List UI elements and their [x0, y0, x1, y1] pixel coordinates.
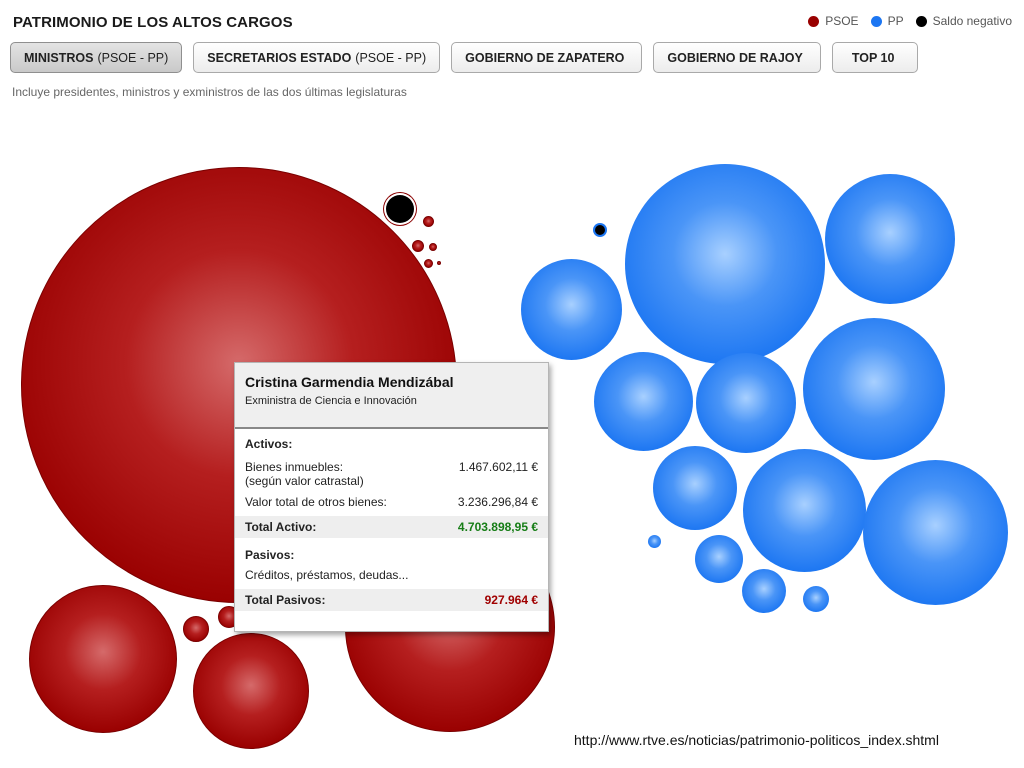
- legend-item-psoe: PSOE: [808, 14, 859, 28]
- bienes-row: Bienes inmuebles: (según valor catrastal…: [245, 460, 538, 488]
- psoe-bubble[interactable]: [437, 261, 441, 265]
- legend: PSOE PP Saldo negativo: [796, 14, 1012, 28]
- otros-row: Valor total de otros bienes: 3.236.296,8…: [245, 495, 538, 509]
- total-pasivos-row: Total Pasivos: 927.964 €: [235, 589, 548, 611]
- legend-item-negative: Saldo negativo: [915, 14, 1012, 28]
- psoe-bubble[interactable]: [423, 216, 434, 227]
- pp-bubble[interactable]: [863, 460, 1008, 605]
- person-tooltip: Cristina Garmendia Mendizábal Exministra…: [234, 362, 549, 632]
- creditos-row: Créditos, préstamos, deudas...: [245, 568, 538, 582]
- pp-bubble[interactable]: [803, 318, 945, 460]
- filter-tabs: MINISTROS (PSOE - PP) SECRETARIOS ESTADO(…: [10, 42, 929, 73]
- source-url: http://www.rtve.es/noticias/patrimonio-p…: [574, 732, 939, 748]
- tab-zapatero-label: GOBIERNO DE ZAPATERO: [465, 50, 625, 65]
- tab-gobierno-rajoy[interactable]: GOBIERNO DE RAJOY: [653, 42, 821, 73]
- page-subtitle: Incluye presidentes, ministros y exminis…: [12, 85, 407, 99]
- psoe-bubble[interactable]: [193, 633, 309, 749]
- tab-ministros-sub: (PSOE - PP): [97, 50, 169, 65]
- pasivos-heading: Pasivos:: [245, 548, 295, 562]
- page-title: PATRIMONIO DE LOS ALTOS CARGOS: [13, 14, 293, 31]
- tab-secretarios-sub: (PSOE - PP): [355, 50, 427, 65]
- bienes-label: Bienes inmuebles: (según valor catrastal…: [245, 460, 364, 488]
- creditos-label: Créditos, préstamos, deudas...: [245, 568, 409, 582]
- total-activo-value: 4.703.898,95 €: [457, 520, 538, 534]
- tab-secretarios-label: SECRETARIOS ESTADO: [207, 50, 352, 65]
- negative-balance-bubble[interactable]: [386, 195, 414, 223]
- bienes-label-line1: Bienes inmuebles:: [245, 460, 344, 474]
- pp-bubble[interactable]: [625, 164, 825, 364]
- negative-dot-icon: [915, 15, 927, 27]
- total-activo-label: Total Activo:: [245, 520, 317, 534]
- bienes-value: 1.467.602,11 €: [458, 460, 538, 474]
- pp-bubble[interactable]: [803, 586, 829, 612]
- pp-bubble[interactable]: [648, 535, 661, 548]
- psoe-dot-icon: [808, 15, 820, 27]
- psoe-bubble[interactable]: [424, 259, 433, 268]
- total-activo-row: Total Activo: 4.703.898,95 €: [235, 516, 548, 538]
- legend-item-pp: PP: [870, 14, 904, 28]
- otros-value: 3.236.296,84 €: [457, 495, 538, 509]
- pp-bubble[interactable]: [521, 259, 622, 360]
- legend-label-negative: Saldo negativo: [932, 14, 1012, 28]
- negative-balance-bubble[interactable]: [595, 225, 605, 235]
- tab-ministros-label: MINISTROS: [24, 50, 94, 65]
- tooltip-role: Exministra de Ciencia e Innovación: [245, 395, 417, 407]
- psoe-bubble[interactable]: [412, 240, 424, 252]
- tab-gobierno-zapatero[interactable]: GOBIERNO DE ZAPATERO: [451, 42, 643, 73]
- bienes-label-line2: (según valor catrastal): [245, 474, 364, 488]
- pp-dot-icon: [870, 15, 882, 27]
- tooltip-name: Cristina Garmendia Mendizábal: [245, 374, 454, 390]
- pp-bubble[interactable]: [743, 449, 866, 572]
- pp-bubble[interactable]: [594, 352, 693, 451]
- psoe-bubble[interactable]: [183, 616, 209, 642]
- psoe-bubble[interactable]: [29, 585, 177, 733]
- tab-rajoy-label: GOBIERNO DE RAJOY: [667, 50, 803, 65]
- tooltip-body: Activos: Bienes inmuebles: (según valor …: [235, 429, 548, 611]
- otros-label: Valor total de otros bienes:: [245, 495, 387, 509]
- tab-top-10[interactable]: TOP 10: [831, 42, 919, 73]
- tab-secretarios-estado[interactable]: SECRETARIOS ESTADO (PSOE - PP): [193, 42, 441, 73]
- tab-ministros[interactable]: MINISTROS (PSOE - PP): [10, 42, 183, 73]
- legend-label-psoe: PSOE: [825, 14, 859, 28]
- tab-top10-label: TOP 10: [851, 50, 895, 65]
- total-pasivos-label: Total Pasivos:: [245, 593, 326, 607]
- pp-bubble[interactable]: [696, 353, 796, 453]
- pp-bubble[interactable]: [695, 535, 743, 583]
- pp-bubble[interactable]: [742, 569, 786, 613]
- legend-label-pp: PP: [887, 14, 904, 28]
- psoe-bubble[interactable]: [429, 243, 437, 251]
- total-pasivos-value: 927.964 €: [484, 593, 538, 607]
- pp-bubble[interactable]: [825, 174, 955, 304]
- activos-heading: Activos:: [245, 437, 293, 451]
- pp-bubble[interactable]: [653, 446, 737, 530]
- tooltip-header: Cristina Garmendia Mendizábal Exministra…: [235, 363, 548, 429]
